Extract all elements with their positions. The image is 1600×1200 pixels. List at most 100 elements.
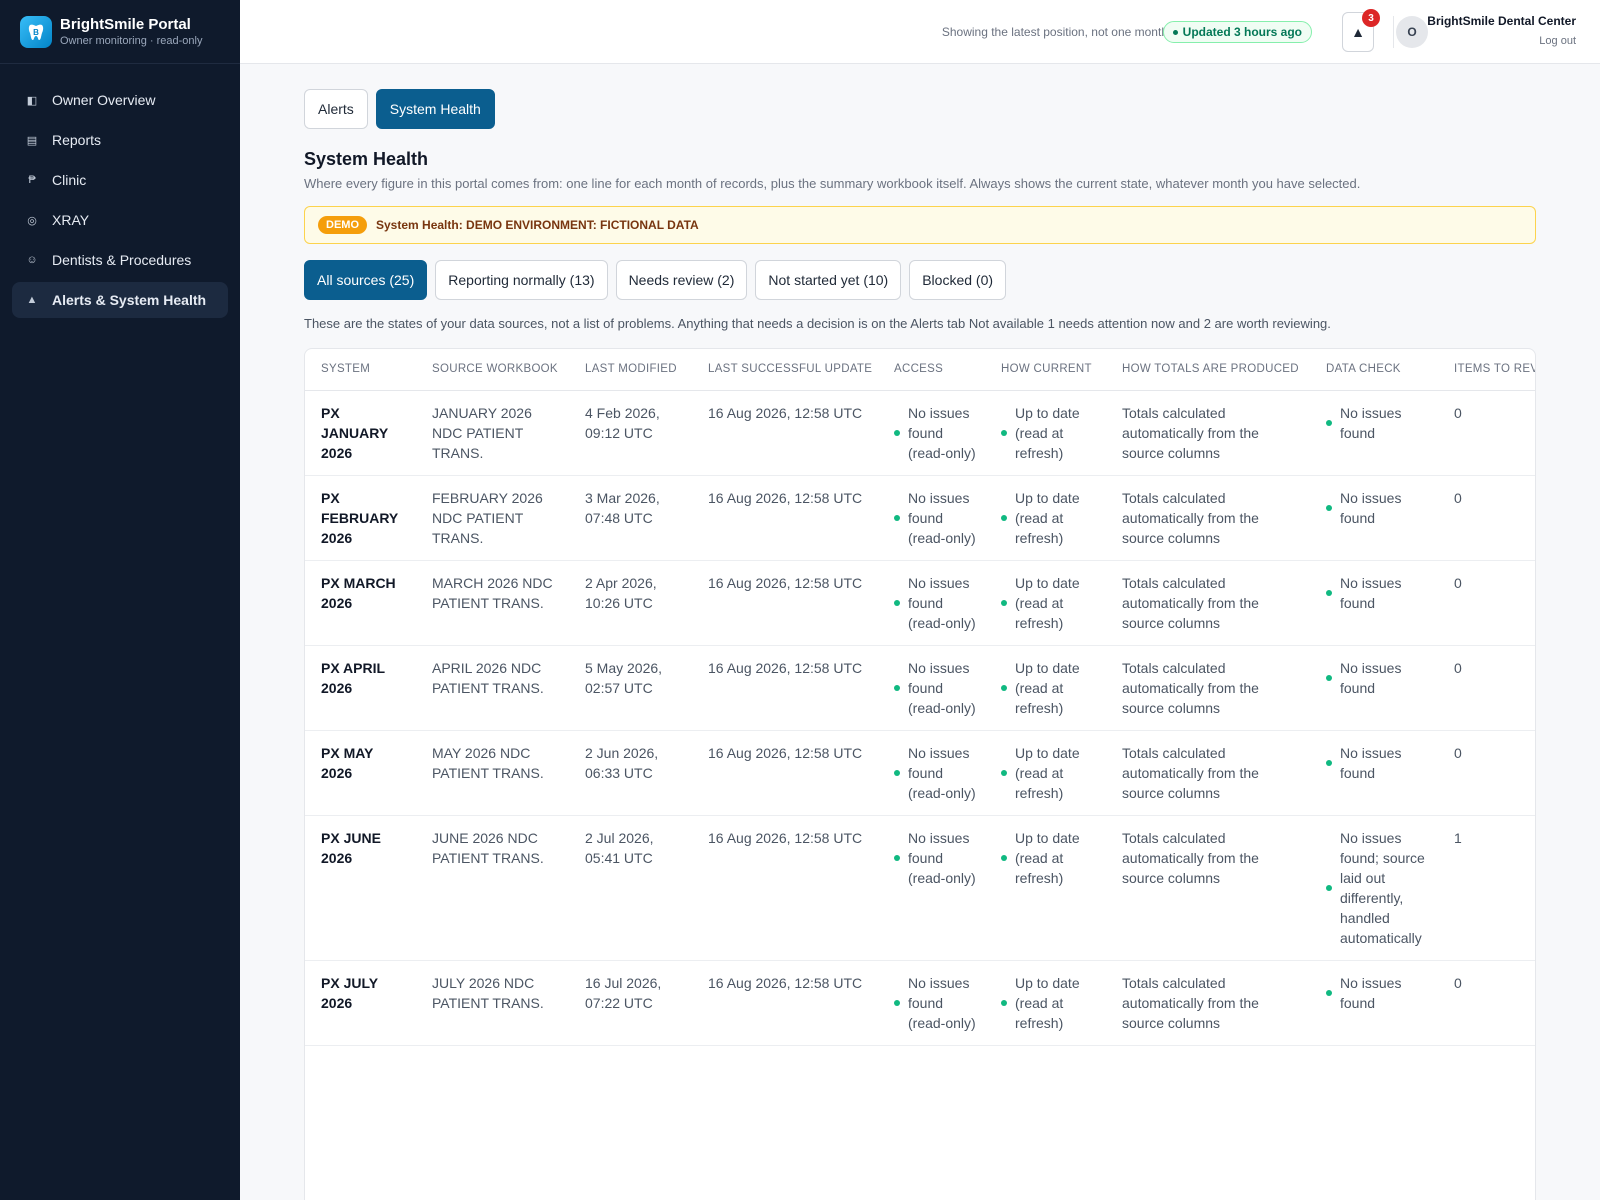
smile-icon: ☺ xyxy=(26,254,38,266)
cell-modified: 2 Jul 2026, 05:41 UTC xyxy=(569,815,692,961)
cell-items: 0 xyxy=(1438,560,1535,646)
column-header: ACCESS xyxy=(878,349,985,391)
brand[interactable]: B BrightSmile Portal Owner monitoring · … xyxy=(0,0,240,64)
status-text: Up to date (read at refresh) xyxy=(1015,744,1080,801)
brand-subtitle: Owner monitoring · read-only xyxy=(60,34,203,47)
tab-system-health[interactable]: System Health xyxy=(375,89,495,129)
filter-blocked[interactable]: Blocked (0) xyxy=(909,260,1007,300)
status-indicator: No issues found (read-only) xyxy=(894,973,977,1033)
tab-alerts[interactable]: Alerts xyxy=(304,89,368,129)
column-header: ITEMS TO REVIEW xyxy=(1438,349,1535,391)
status-text: No issues found xyxy=(1340,974,1402,1011)
cell-items: 0 xyxy=(1438,475,1535,561)
main-content: Alerts System Health System Health Where… xyxy=(304,64,1536,1200)
table-row[interactable]: PX MARCH 2026 MARCH 2026 NDC PATIENT TRAN… xyxy=(305,560,1535,646)
column-header: HOW TOTALS ARE PRODUCED xyxy=(1106,349,1310,391)
cell-check: No issues found xyxy=(1310,645,1438,731)
user-name: BrightSmile Dental Center xyxy=(1427,14,1576,28)
table-row[interactable]: PX JUNE 2026 JUNE 2026 NDC PATIENT TRANS.… xyxy=(305,815,1535,961)
cell-current: Up to date (read at refresh) xyxy=(985,960,1106,1046)
tooth-logo-icon: B xyxy=(20,15,52,48)
column-header: SOURCE WORKBOOK xyxy=(416,349,569,391)
alerts-button[interactable]: ▲ 3 xyxy=(1342,9,1380,52)
sidebar-item-reports[interactable]: ▤ Reports xyxy=(12,122,228,158)
sidebar-item-alerts-system-health[interactable]: ▲ Alerts & System Health xyxy=(12,282,228,318)
column-header: LAST MODIFIED xyxy=(569,349,692,391)
cell-system: PX JUNE 2026 xyxy=(305,815,416,961)
cell-items: 0 xyxy=(1438,960,1535,1046)
cell-updated: 16 Aug 2026, 12:58 UTC xyxy=(692,560,878,646)
status-text: Up to date (read at refresh) xyxy=(1015,489,1080,546)
cell-workbook: MAY 2026 NDC PATIENT TRANS. xyxy=(416,730,569,816)
cell-workbook: FEBRUARY 2026 NDC PATIENT TRANS. xyxy=(416,475,569,561)
status-dot-icon xyxy=(1001,514,1007,521)
status-text: No issues found (read-only) xyxy=(908,489,976,546)
cell-access: No issues found (read-only) xyxy=(878,390,985,476)
states-note: These are the states of your data source… xyxy=(304,316,1331,331)
status-dot-icon xyxy=(894,854,900,861)
cell-check: No issues found; source laid out differe… xyxy=(1310,815,1438,961)
cell-workbook: JULY 2026 NDC PATIENT TRANS. xyxy=(416,960,569,1046)
status-dot-icon xyxy=(1001,854,1007,861)
cell-system: PX FEBRUARY 2026 xyxy=(305,475,416,561)
table-row[interactable]: PX FEBRUARY 2026 FEBRUARY 2026 NDC PATIEN… xyxy=(305,475,1535,561)
sidebar-item-label: Clinic xyxy=(52,172,87,188)
updated-label: Updated 3 hours ago xyxy=(1182,25,1302,39)
status-text: Up to date (read at refresh) xyxy=(1015,574,1080,631)
status-dot-icon xyxy=(1001,429,1007,436)
sidebar-item-dentists-procedures[interactable]: ☺ Dentists & Procedures xyxy=(12,242,228,278)
alert-icon: ▲ xyxy=(26,294,38,306)
status-text: No issues found xyxy=(1340,404,1402,441)
table-row[interactable]: PX MAY 2026 MAY 2026 NDC PATIENT TRANS. 2 … xyxy=(305,730,1535,816)
status-text: Up to date (read at refresh) xyxy=(1015,829,1080,886)
status-dot-icon xyxy=(894,769,900,776)
list-icon: ▤ xyxy=(26,134,38,147)
cell-updated: 16 Aug 2026, 12:58 UTC xyxy=(692,960,878,1046)
sidebar-item-owner-overview[interactable]: ◧ Owner Overview xyxy=(12,82,228,118)
status-dot-icon xyxy=(1172,29,1178,35)
cell-workbook: JUNE 2026 NDC PATIENT TRANS. xyxy=(416,815,569,961)
cell-current: Up to date (read at refresh) xyxy=(985,560,1106,646)
status-indicator: No issues found xyxy=(1326,973,1430,1013)
cell-items: 0 xyxy=(1438,390,1535,476)
status-indicator: Up to date (read at refresh) xyxy=(1001,743,1098,803)
table-row[interactable]: PX APRIL 2026 APRIL 2026 NDC PATIENT TRAN… xyxy=(305,645,1535,731)
sidebar-item-label: XRAY xyxy=(52,212,90,228)
status-text: No issues found xyxy=(1340,659,1402,696)
sources-table-container[interactable]: SYSTEM SOURCE WORKBOOK LAST MODIFIED LAS… xyxy=(304,348,1536,1200)
sidebar-item-xray[interactable]: ◎ XRAY xyxy=(12,202,228,238)
sidebar-item-label: Owner Overview xyxy=(52,92,156,108)
sidebar-item-clinic[interactable]: ₱ Clinic xyxy=(12,162,228,198)
status-dot-icon xyxy=(1326,504,1332,511)
table-row[interactable]: PX JULY 2026 JULY 2026 NDC PATIENT TRANS.… xyxy=(305,960,1535,1046)
table-row[interactable]: PX JANUARY 2026 JANUARY 2026 NDC PATIENT … xyxy=(305,390,1535,476)
cell-check: No issues found xyxy=(1310,560,1438,646)
cell-modified: 2 Apr 2026, 10:26 UTC xyxy=(569,560,692,646)
filter-all-sources[interactable]: All sources (25) xyxy=(304,260,428,300)
status-indicator: No issues found xyxy=(1326,743,1430,783)
cell-modified: 4 Feb 2026, 09:12 UTC xyxy=(569,390,692,476)
cell-current: Up to date (read at refresh) xyxy=(985,475,1106,561)
status-indicator: No issues found xyxy=(1326,488,1430,528)
filter-reporting-normally[interactable]: Reporting normally (13) xyxy=(435,260,608,300)
status-text: No issues found xyxy=(1340,744,1402,781)
cell-access: No issues found (read-only) xyxy=(878,560,985,646)
sidebar-item-label: Reports xyxy=(52,132,102,148)
svg-text:B: B xyxy=(33,28,39,37)
cell-check: No issues found xyxy=(1310,475,1438,561)
cell-updated: 16 Aug 2026, 12:58 UTC xyxy=(692,475,878,561)
status-dot-icon xyxy=(1326,759,1332,766)
status-text: No issues found (read-only) xyxy=(908,574,976,631)
avatar[interactable]: O xyxy=(1396,16,1428,48)
table-header-row: SYSTEM SOURCE WORKBOOK LAST MODIFIED LAS… xyxy=(305,349,1535,391)
status-text: No issues found (read-only) xyxy=(908,404,976,461)
logout-link[interactable]: Log out xyxy=(1539,35,1576,47)
column-header: HOW CURRENT xyxy=(985,349,1106,391)
cell-access: No issues found (read-only) xyxy=(878,730,985,816)
filter-not-started[interactable]: Not started yet (10) xyxy=(755,260,902,300)
status-text: Up to date (read at refresh) xyxy=(1015,404,1080,461)
cell-items: 0 xyxy=(1438,730,1535,816)
cell-totals: Totals calculated automatically from the… xyxy=(1106,645,1310,731)
filter-needs-review[interactable]: Needs review (2) xyxy=(615,260,748,300)
status-text: No issues found; source laid out differe… xyxy=(1340,829,1425,946)
